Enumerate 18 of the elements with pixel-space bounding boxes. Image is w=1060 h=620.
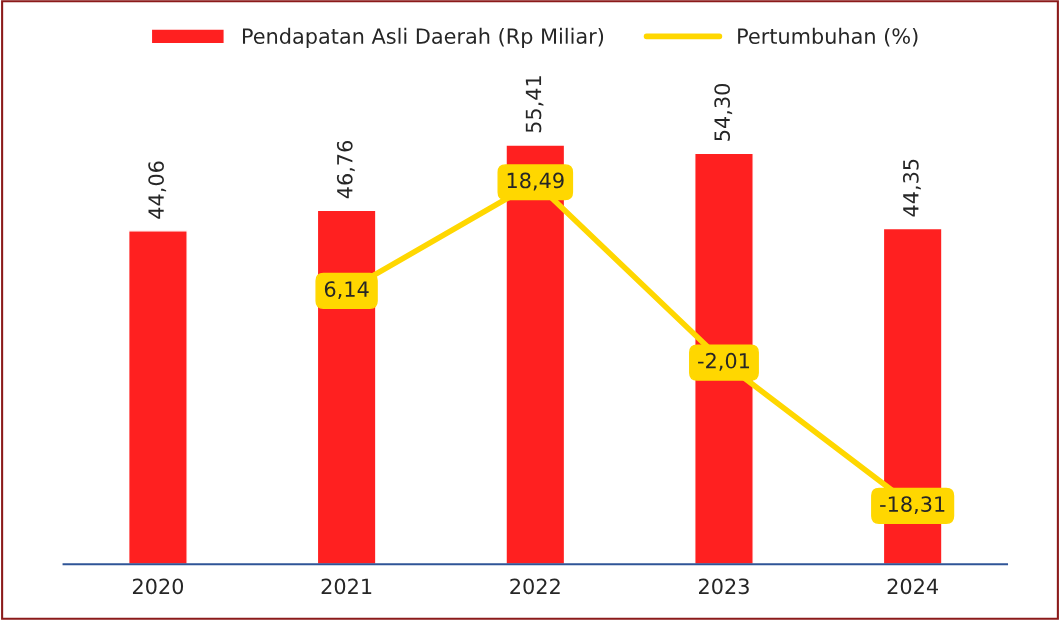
legend-label: Pertumbuhan (%) [738, 27, 918, 47]
bar [127, 230, 188, 565]
data-label: 54,30 [714, 83, 733, 141]
bar [316, 209, 377, 565]
data-label: 44,35 [902, 159, 921, 217]
x-tick-label: 2021 [321, 578, 372, 595]
x-tick-label: 2022 [510, 578, 560, 595]
x-tick-label: 2024 [887, 578, 938, 595]
data-label: 18,49 [507, 172, 564, 191]
legend-label: Pendapatan Asli Daerah (Rp Miliar) [242, 27, 604, 49]
x-tick-label: 2023 [699, 578, 749, 595]
data-label: 6,14 [324, 281, 369, 300]
data-label: -2,01 [698, 352, 750, 371]
data-label: -18,31 [880, 496, 945, 515]
data-label: 44,06 [148, 161, 167, 219]
data-label: 55,41 [525, 76, 544, 133]
x-tick-label: 2020 [132, 578, 184, 595]
data-label: 46,76 [336, 140, 355, 199]
